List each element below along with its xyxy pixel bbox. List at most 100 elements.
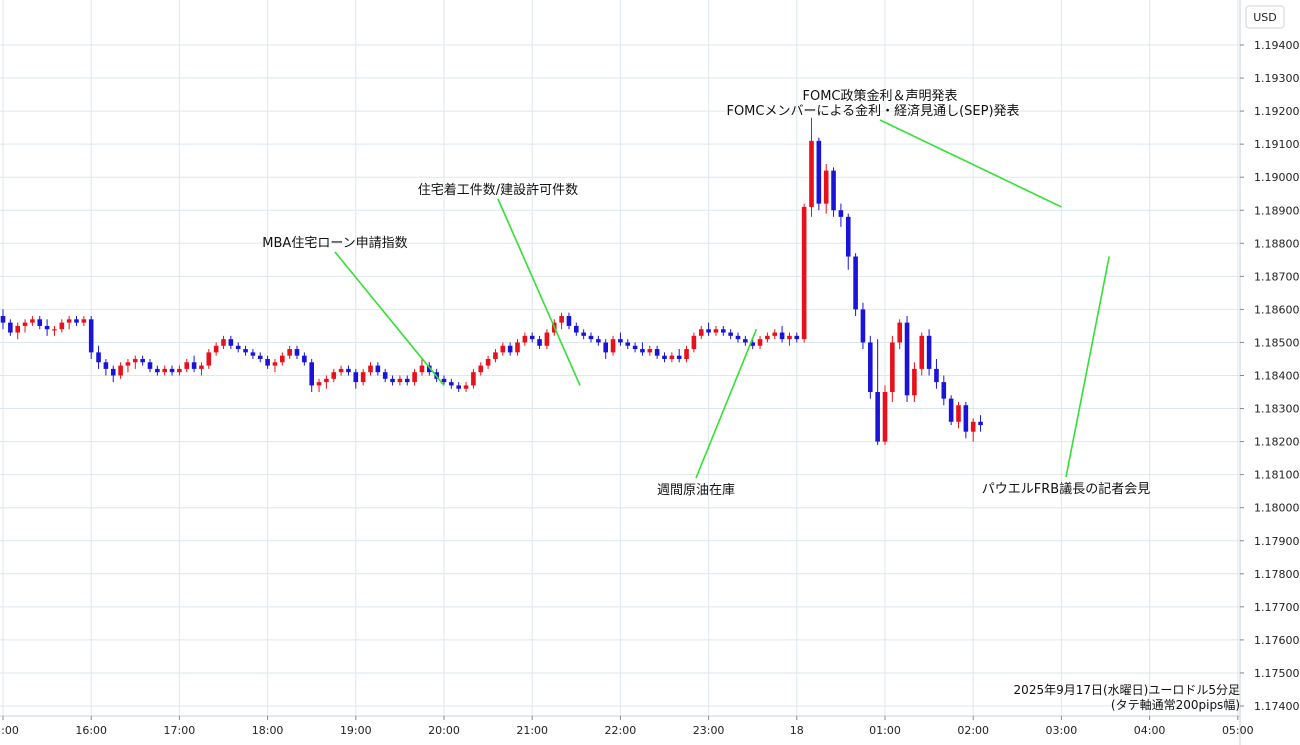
candle xyxy=(397,375,403,386)
candle-body xyxy=(735,335,741,340)
candle-body xyxy=(537,339,542,346)
candle xyxy=(882,385,888,445)
candle xyxy=(544,329,550,350)
candle-body xyxy=(412,372,417,383)
candle xyxy=(750,339,755,350)
annotation-line xyxy=(497,198,581,386)
candle-body xyxy=(316,382,322,386)
y-tick-label: 1.18200 xyxy=(1254,436,1300,449)
y-tick-label: 1.17600 xyxy=(1254,634,1300,647)
candle-body xyxy=(382,372,388,379)
candle-body xyxy=(419,365,425,373)
candle-body xyxy=(559,316,564,323)
candle xyxy=(698,325,704,340)
candle-body xyxy=(566,316,572,326)
candle xyxy=(978,415,983,432)
candle xyxy=(706,322,711,336)
candle xyxy=(845,213,851,270)
candle-body xyxy=(235,345,241,350)
candle xyxy=(184,358,190,373)
candle-body xyxy=(743,339,748,343)
candle-body xyxy=(978,421,983,426)
candle xyxy=(787,332,792,346)
candle xyxy=(765,332,770,343)
candle-body xyxy=(191,362,197,369)
candle xyxy=(610,335,616,356)
candle xyxy=(529,332,535,343)
candle-body xyxy=(44,325,50,330)
price-axis: 1.19400 1.19300 1.19200 1.19100 1.19000 1.189… xyxy=(1240,39,1300,713)
candle-body xyxy=(96,352,101,363)
candle xyxy=(37,316,43,330)
candle xyxy=(941,375,947,406)
candle xyxy=(221,335,226,350)
candle xyxy=(338,365,344,376)
candle xyxy=(625,339,631,350)
candle xyxy=(691,332,697,353)
candle xyxy=(162,365,167,376)
y-tick-label: 1.18400 xyxy=(1254,370,1300,383)
candle xyxy=(735,332,741,343)
candle-body xyxy=(397,378,403,383)
candle xyxy=(809,117,814,217)
y-tick-label: 1.17700 xyxy=(1254,601,1300,614)
candle-body xyxy=(787,335,792,340)
candle-body xyxy=(162,368,167,373)
candle-body xyxy=(926,335,932,369)
candle-body xyxy=(302,355,307,363)
candle xyxy=(684,345,689,363)
candle xyxy=(456,382,461,393)
candle-body xyxy=(206,352,212,366)
candle-body xyxy=(574,325,579,333)
candle xyxy=(757,335,763,350)
candle xyxy=(375,362,381,376)
candle-body xyxy=(404,378,410,383)
candle-body xyxy=(265,358,270,366)
candle-body xyxy=(110,368,116,376)
candle xyxy=(390,375,395,386)
candle-body xyxy=(427,365,432,373)
candle-body xyxy=(684,349,689,359)
candle-body xyxy=(662,355,667,359)
candle xyxy=(897,319,902,350)
candle xyxy=(912,362,917,402)
candle xyxy=(948,395,954,426)
x-tick-label: 17:00 xyxy=(164,724,196,737)
annotation-label: FOMC政策金利＆声明発表 xyxy=(802,88,957,104)
grid-lines xyxy=(0,0,1240,716)
candle xyxy=(324,375,329,389)
candle xyxy=(265,355,270,369)
candle-body xyxy=(860,309,866,343)
candle xyxy=(934,358,939,389)
candle-body xyxy=(875,392,880,442)
candle xyxy=(15,322,20,340)
y-tick-label: 1.18500 xyxy=(1254,336,1300,349)
candle-body xyxy=(934,368,939,383)
candle xyxy=(507,342,513,356)
candle-body xyxy=(794,335,800,340)
candle xyxy=(250,349,256,359)
y-tick-label: 1.19200 xyxy=(1254,105,1300,118)
candle-body xyxy=(15,325,20,333)
candle-body xyxy=(177,368,182,373)
candle xyxy=(243,345,248,356)
chart-caption-line1: 2025年9月17日(水曜日)ユーロドル5分足 xyxy=(1014,683,1240,697)
candle-body xyxy=(676,355,682,359)
candle-body xyxy=(868,342,873,393)
candle xyxy=(199,362,204,376)
candle-body xyxy=(22,322,28,326)
candle-body xyxy=(823,170,829,204)
candle xyxy=(970,418,976,442)
chart-caption-line2: (タテ軸通常200pips幅) xyxy=(1111,697,1240,712)
candle-body xyxy=(155,368,160,373)
candle xyxy=(728,329,733,340)
x-tick-label: 03:00 xyxy=(1046,724,1078,737)
candle xyxy=(662,352,667,363)
candle-body xyxy=(897,322,902,343)
candle-body xyxy=(603,342,608,353)
candle xyxy=(669,352,675,363)
candle xyxy=(30,316,35,326)
x-tick-label: 15:00 xyxy=(0,724,19,737)
candle-body xyxy=(30,319,35,323)
